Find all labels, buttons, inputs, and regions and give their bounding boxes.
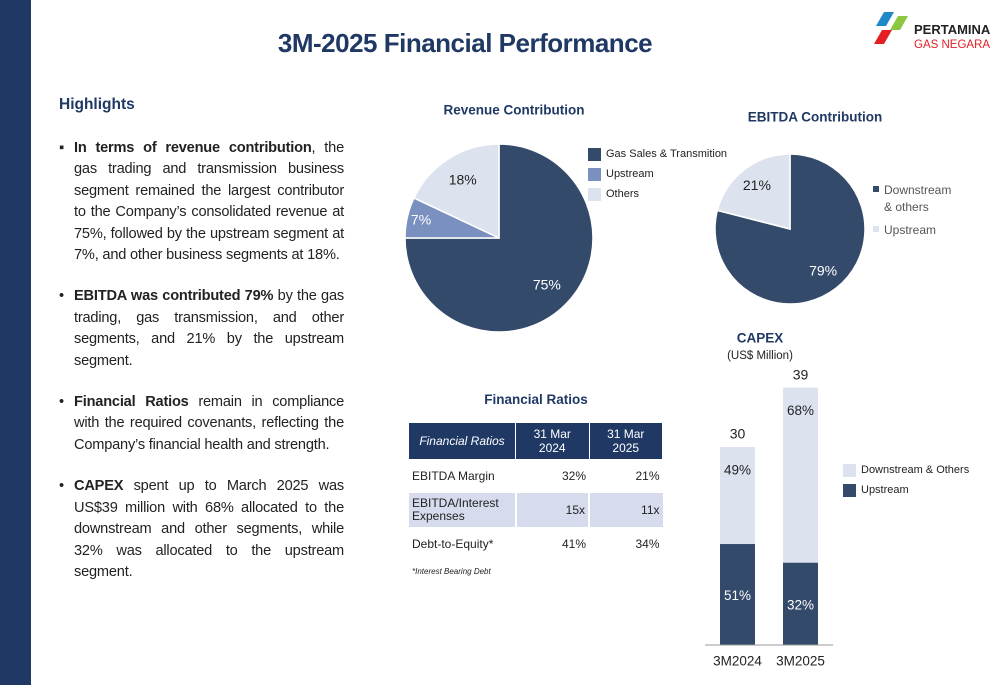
chart-title: EBITDA Contribution — [748, 110, 882, 125]
highlights-heading: Highlights — [59, 96, 135, 113]
table-cell: 21% — [635, 469, 660, 483]
table-cell: Debt-to-Equity* — [412, 536, 494, 551]
logo-name: PERTAMINA — [914, 22, 991, 37]
legend-label: Others — [606, 188, 640, 200]
legend-item: Others — [588, 188, 738, 201]
table-cell: EBITDA/Interest Expenses — [412, 496, 499, 523]
x-tick-label: 3M2025 — [776, 654, 825, 669]
highlight-bold: CAPEX — [74, 478, 124, 495]
highlights: In terms of revenue contribution, the ga… — [59, 138, 345, 603]
highlight-item: Financial Ratios remain in compliance wi… — [59, 392, 345, 456]
table-title: Financial Ratios — [484, 392, 588, 407]
highlight-item: EBITDA was contributed 79% by the gas tr… — [59, 286, 344, 372]
table-row: Debt-to-Equity* 41% 34% — [409, 527, 663, 561]
legend-label: Upstream — [606, 168, 654, 180]
legend-item: Upstream — [843, 484, 973, 497]
table-header: Financial Ratios 31 Mar 2024 31 Mar 2025 — [409, 423, 663, 459]
pie-slice — [716, 153, 791, 230]
table-footnote: *Interest Bearing Debt — [412, 567, 491, 576]
legend-label: Downstream & others — [884, 183, 952, 214]
bar-segment — [720, 544, 755, 645]
data-label: 21% — [743, 177, 771, 193]
highlight-text: spent up to March 2025 was US$39 million… — [74, 478, 344, 580]
legend-item: Downstream & Others — [843, 464, 973, 477]
highlight-text: by the gas trading, gas transmission, an… — [74, 288, 344, 369]
side-stripe — [0, 0, 31, 685]
total-label: 30 — [730, 426, 746, 442]
bar-segment — [783, 387, 818, 563]
table-cell: EBITDA Margin — [412, 468, 495, 483]
data-label: 75% — [533, 277, 561, 293]
header-cell: 31 Mar 2024 — [515, 423, 590, 459]
header-cell: 31 Mar 2025 — [589, 423, 663, 459]
legend-item: Upstream — [588, 168, 738, 181]
legend-swatch — [873, 226, 879, 232]
table-cell: 32% — [561, 469, 586, 483]
data-label: 32% — [787, 597, 814, 612]
highlight-bold: In terms of revenue contribution — [74, 140, 312, 156]
highlight-bold: EBITDA was contributed 79% — [74, 288, 274, 305]
data-label: 7% — [411, 211, 431, 227]
legend-item: Downstream & others — [873, 182, 958, 216]
logo-icon — [874, 12, 908, 44]
highlight-bold: Financial Ratios — [74, 394, 189, 411]
legend-swatch — [843, 464, 856, 477]
highlight-item: In terms of revenue contribution, the ga… — [59, 138, 344, 266]
legend-swatch — [873, 186, 879, 192]
chart-title: CAPEX — [737, 331, 784, 346]
legend-swatch — [843, 484, 856, 497]
table-row: EBITDA/Interest Expenses 15x 11x — [409, 493, 663, 527]
table-cell: 11x — [588, 493, 663, 527]
table-cell: 15x — [514, 493, 589, 527]
data-label: 79% — [809, 262, 837, 278]
bar-segment — [720, 447, 755, 545]
legend-item: Upstream — [873, 222, 958, 239]
header-cell: Financial Ratios — [409, 423, 516, 459]
legend-label: Gas Sales & Transmition — [606, 148, 728, 160]
x-tick-label: 3M2024 — [713, 654, 762, 669]
chart-subtitle: (US$ Million) — [727, 350, 793, 362]
legend-label: Upstream — [861, 484, 909, 496]
legend-swatch — [588, 168, 601, 181]
legend-item: Gas Sales & Transmition — [588, 148, 738, 161]
highlight-text: remain in compliance with the required c… — [74, 394, 345, 453]
data-label: 51% — [724, 588, 751, 603]
bar-segment — [783, 562, 818, 645]
ratios-table: Financial Ratios 31 Mar 2024 31 Mar 2025 EB… — [409, 423, 663, 561]
legend-swatch — [588, 188, 601, 201]
slide-title: 3M-2025 Financial Performance — [277, 28, 653, 58]
pie-slice — [412, 143, 500, 240]
data-label: 49% — [724, 463, 751, 478]
legend-label: Downstream & Others — [861, 464, 970, 476]
table-row: EBITDA Margin 32% 21% — [409, 459, 663, 493]
total-label: 39 — [793, 366, 809, 382]
highlight-item: CAPEX spent up to March 2025 was US$39 m… — [59, 476, 344, 583]
legend-label: Upstream — [884, 223, 937, 237]
table-cell: 34% — [635, 537, 660, 551]
data-label: 68% — [787, 403, 814, 418]
logo-sub: GAS NEGARA — [914, 39, 991, 51]
highlight-text: , the gas trading and transmission busin… — [74, 140, 344, 264]
legend-swatch — [588, 148, 601, 161]
chart-title: Revenue Contribution — [444, 103, 585, 118]
data-label: 18% — [449, 172, 477, 188]
table-cell: 41% — [561, 537, 586, 551]
pie-slice — [404, 143, 594, 333]
